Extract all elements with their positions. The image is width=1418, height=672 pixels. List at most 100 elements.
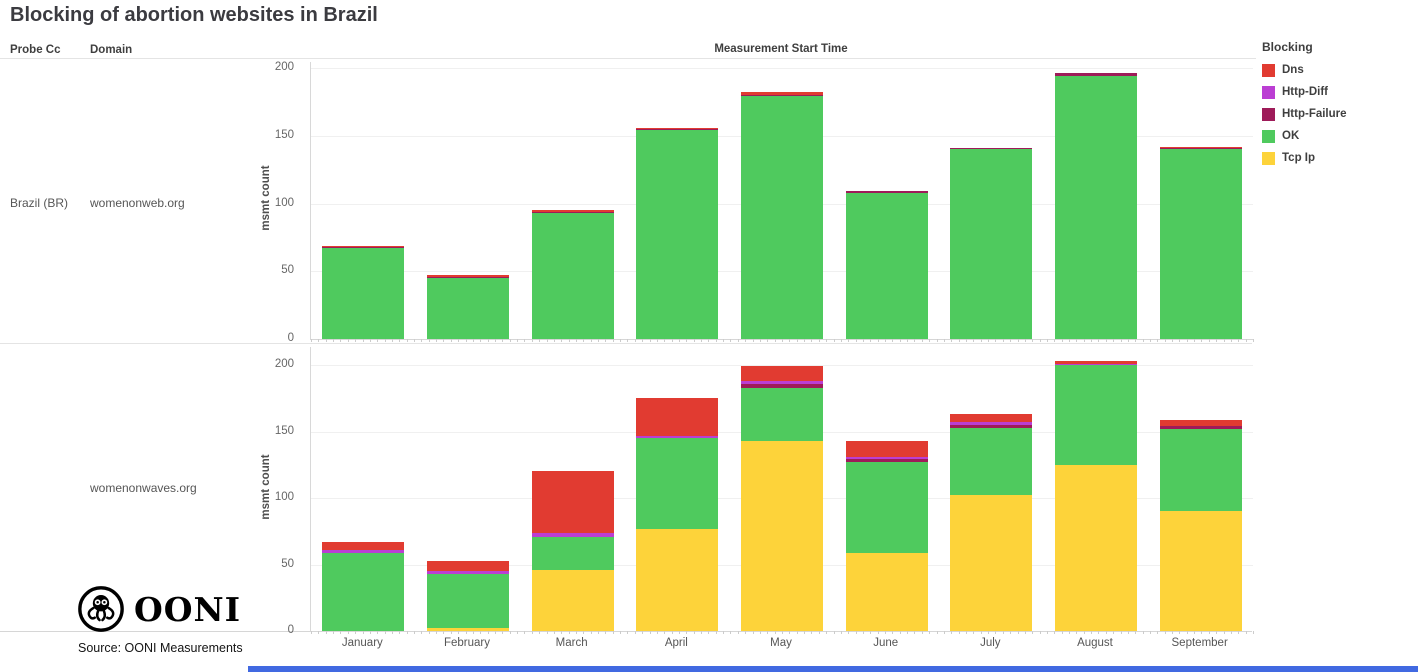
bar-segment-march-ok[interactable] xyxy=(531,213,614,339)
bar-segment-january-dns[interactable] xyxy=(322,245,405,247)
header-divider xyxy=(0,58,1256,59)
legend-item-dns[interactable]: Dns xyxy=(1262,59,1412,81)
bar-segment-july-tcp-ip[interactable] xyxy=(950,495,1033,631)
bar-segment-january-ok[interactable] xyxy=(322,552,405,631)
bar-segment-march-dns[interactable] xyxy=(531,471,614,533)
bar-segment-february-ok[interactable] xyxy=(427,278,509,339)
x-minor-tick xyxy=(656,339,658,342)
x-minor-tick xyxy=(1061,631,1063,634)
bar-segment-august-dns[interactable] xyxy=(1055,361,1137,364)
bar-segment-july-ok[interactable] xyxy=(950,149,1033,339)
bar-segment-march-dns[interactable] xyxy=(531,210,614,212)
bar-segment-september-ok[interactable] xyxy=(1159,428,1242,512)
legend-item-http-failure[interactable]: Http-Failure xyxy=(1262,103,1412,125)
x-minor-tick xyxy=(730,339,732,342)
bar-segment-may-ok[interactable] xyxy=(741,96,823,339)
bar-segment-may-ok[interactable] xyxy=(741,387,823,441)
legend-item-http-diff[interactable]: Http-Diff xyxy=(1262,81,1412,103)
bar-segment-january-http-failure[interactable] xyxy=(322,246,405,249)
x-minor-tick xyxy=(921,631,923,634)
bar-segment-march-http-diff[interactable] xyxy=(531,532,614,537)
bar-segment-february-tcp-ip[interactable] xyxy=(427,628,509,631)
bar-segment-august-ok[interactable] xyxy=(1055,365,1137,465)
bar-segment-june-ok[interactable] xyxy=(845,192,928,339)
bar-segment-april-http-diff[interactable] xyxy=(636,435,719,439)
x-minor-tick xyxy=(782,339,783,342)
x-minor-tick xyxy=(1142,631,1144,634)
bar-segment-august-tcp-ip[interactable] xyxy=(1055,464,1137,631)
bar-segment-april-dns[interactable] xyxy=(636,398,719,436)
bar-segment-september-http-failure[interactable] xyxy=(1159,147,1242,150)
bar-segment-june-http-diff[interactable] xyxy=(845,456,928,460)
x-minor-tick xyxy=(833,631,835,634)
bar-segment-may-http-failure[interactable] xyxy=(741,95,823,97)
bar-segment-august-ok[interactable] xyxy=(1055,76,1137,339)
bar-segment-june-http-failure[interactable] xyxy=(845,191,928,193)
x-minor-tick xyxy=(708,339,710,342)
x-minor-tick xyxy=(877,631,879,634)
bar-segment-may-dns[interactable] xyxy=(741,92,823,96)
bar-segment-august-http-failure[interactable] xyxy=(1055,73,1137,77)
bar-segment-february-dns[interactable] xyxy=(427,560,509,572)
bar-segment-september-tcp-ip[interactable] xyxy=(1159,511,1242,631)
x-minor-tick xyxy=(686,631,688,634)
bar-segment-june-tcp-ip[interactable] xyxy=(845,552,928,631)
bar-segment-march-tcp-ip[interactable] xyxy=(531,569,614,631)
bar-segment-february-ok[interactable] xyxy=(427,573,509,629)
bar-segment-july-dns[interactable] xyxy=(950,414,1033,423)
bar-segment-may-tcp-ip[interactable] xyxy=(741,440,823,631)
x-minor-tick xyxy=(575,631,577,634)
bar-segment-july-ok[interactable] xyxy=(950,427,1033,496)
bar-segment-june-ok[interactable] xyxy=(845,462,928,553)
bar-segment-march-http-failure[interactable] xyxy=(531,211,614,213)
x-minor-tick xyxy=(443,339,445,342)
bar-segment-july-http-diff[interactable] xyxy=(950,422,1033,425)
legend-item-tcp-ip[interactable]: Tcp Ip xyxy=(1262,147,1412,169)
x-minor-tick xyxy=(929,339,931,342)
x-minor-tick xyxy=(892,339,894,342)
bar-segment-february-http-diff[interactable] xyxy=(427,571,509,574)
x-minor-tick xyxy=(539,339,541,342)
x-minor-tick xyxy=(767,339,769,342)
x-minor-tick xyxy=(951,339,953,342)
bar-segment-january-dns[interactable] xyxy=(322,541,405,550)
x-minor-tick xyxy=(980,339,982,342)
bar-segment-march-ok[interactable] xyxy=(531,536,614,570)
bar-segment-september-http-failure[interactable] xyxy=(1159,426,1242,429)
bar-segment-april-ok[interactable] xyxy=(636,130,719,339)
bar-segment-september-dns[interactable] xyxy=(1159,146,1242,148)
legend-item-ok[interactable]: OK xyxy=(1262,125,1412,147)
bar-segment-may-dns[interactable] xyxy=(741,366,823,381)
bar-segment-august-http-diff[interactable] xyxy=(1055,363,1137,365)
x-minor-tick xyxy=(377,339,379,342)
bar-segment-june-http-failure[interactable] xyxy=(845,459,928,463)
bar-segment-may-http-diff[interactable] xyxy=(741,380,823,384)
x-minor-tick xyxy=(907,631,909,634)
bar-segment-july-http-failure[interactable] xyxy=(950,147,1033,150)
bar-segment-june-dns[interactable] xyxy=(845,440,928,457)
x-minor-tick xyxy=(362,631,364,634)
x-minor-tick xyxy=(1238,339,1240,342)
bar-segment-january-ok[interactable] xyxy=(322,248,405,339)
x-minor-tick xyxy=(1032,339,1034,342)
bar-segment-april-tcp-ip[interactable] xyxy=(636,528,719,631)
bar-segment-july-http-failure[interactable] xyxy=(950,424,1033,428)
x-minor-tick xyxy=(458,631,460,634)
bar-segment-april-dns[interactable] xyxy=(636,127,719,129)
panel-divider xyxy=(0,343,1252,344)
bar-segment-april-ok[interactable] xyxy=(636,438,719,529)
bar-segment-september-ok[interactable] xyxy=(1159,149,1242,339)
x-minor-tick xyxy=(759,339,761,342)
bar-segment-september-dns[interactable] xyxy=(1159,419,1242,427)
x-minor-tick xyxy=(840,631,842,634)
bar-segment-april-http-failure[interactable] xyxy=(636,129,719,131)
bar-segment-february-http-failure[interactable] xyxy=(427,276,509,279)
x-minor-tick xyxy=(907,339,909,342)
x-minor-tick xyxy=(1024,339,1026,342)
y-tick-label-50: 50 xyxy=(281,264,294,277)
legend-swatch xyxy=(1262,151,1275,165)
bar-segment-january-http-diff[interactable] xyxy=(322,549,405,553)
x-minor-tick xyxy=(715,631,717,634)
bar-segment-february-dns[interactable] xyxy=(427,275,509,277)
bar-segment-may-http-failure[interactable] xyxy=(741,383,823,388)
